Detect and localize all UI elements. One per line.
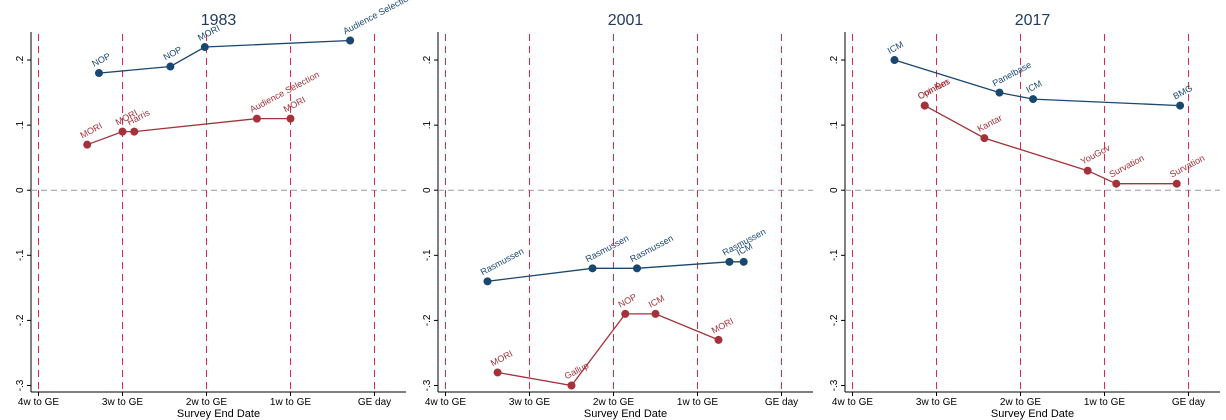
data-point-label: Audience Selection — [341, 0, 414, 36]
data-point — [1029, 95, 1038, 104]
data-point-label: MORI — [282, 95, 307, 115]
x-tick-label: 1w to GE — [270, 397, 311, 408]
data-point — [995, 88, 1004, 97]
x-tick-label: 4w to GE — [425, 397, 466, 408]
data-point — [166, 62, 175, 71]
data-point — [252, 114, 261, 123]
y-tick-label: -.2 — [15, 314, 26, 326]
data-point-label: MORI — [710, 316, 735, 336]
x-tick-label: 2w to GE — [1000, 397, 1041, 408]
x-axis-title: Survey End Date — [991, 408, 1074, 420]
x-axis-title: Survey End Date — [177, 408, 260, 420]
data-point — [621, 309, 630, 318]
y-tick-label: -.2 — [829, 314, 840, 326]
y-tick-label: .1 — [829, 121, 840, 130]
x-tick-label: 3w to GE — [916, 397, 957, 408]
data-point-label: Rasmussen — [628, 233, 675, 264]
panel-title: 2017 — [1015, 12, 1051, 29]
data-point — [1176, 101, 1185, 110]
series-line — [497, 313, 719, 387]
series-line — [924, 105, 1177, 185]
x-tick-label: 4w to GE — [832, 397, 873, 408]
y-tick-label: -.3 — [15, 379, 26, 391]
panel-title: 1983 — [201, 12, 237, 29]
data-point — [1172, 179, 1181, 188]
data-point — [130, 127, 139, 136]
y-tick-label: .2 — [15, 55, 26, 64]
data-point — [890, 56, 899, 65]
data-point — [567, 381, 576, 390]
data-point — [714, 335, 723, 344]
x-axis-title: Survey End Date — [584, 408, 667, 420]
data-point-label: ICM — [1024, 78, 1043, 95]
x-tick-label: 1w to GE — [1084, 397, 1125, 408]
data-point-label: ICM — [647, 293, 666, 310]
y-tick-label: -.1 — [422, 249, 433, 261]
data-point — [94, 69, 103, 78]
data-point — [725, 257, 734, 266]
y-tick-label: 0 — [829, 187, 840, 193]
data-point — [118, 127, 127, 136]
x-tick-label: GE day — [1172, 397, 1205, 408]
x-tick-label: 2w to GE — [593, 397, 634, 408]
y-tick-label: .2 — [422, 55, 433, 64]
data-point-label: Rasmussen — [584, 233, 631, 264]
data-point-label: NOP — [90, 51, 112, 69]
series-line — [894, 59, 1181, 107]
y-tick-label: -.3 — [829, 379, 840, 391]
data-point — [739, 257, 748, 266]
panel-title: 2001 — [608, 12, 644, 29]
data-point — [633, 264, 642, 273]
x-tick-label: 2w to GE — [186, 397, 227, 408]
data-point — [200, 43, 209, 52]
x-tick-label: GE day — [358, 397, 391, 408]
y-tick-label: 0 — [422, 187, 433, 193]
data-point-label: YouGov — [1079, 143, 1112, 167]
x-tick-label: 3w to GE — [102, 397, 143, 408]
y-tick-label: .2 — [829, 55, 840, 64]
data-point — [483, 277, 492, 286]
y-tick-label: .1 — [15, 121, 26, 130]
data-point — [83, 140, 92, 149]
data-point-label: Kantar — [976, 113, 1004, 134]
y-tick-label: -.1 — [15, 249, 26, 261]
data-point — [980, 134, 989, 143]
data-point — [588, 264, 597, 273]
data-point-label: NOP — [162, 44, 184, 62]
y-tick-label: -.3 — [422, 379, 433, 391]
data-point-label: ICM — [886, 39, 905, 56]
x-tick-label: 4w to GE — [18, 397, 59, 408]
data-point-label: Survation — [1168, 153, 1206, 180]
data-point-label: MORI — [78, 121, 103, 141]
data-point-label: Rasmussen — [479, 246, 526, 277]
series-line — [98, 39, 351, 74]
data-point — [1112, 179, 1121, 188]
data-point-label: ComRes — [916, 76, 952, 101]
x-tick-label: 1w to GE — [677, 397, 718, 408]
data-point — [346, 36, 355, 45]
series-line — [487, 261, 744, 282]
x-tick-label: GE day — [765, 397, 798, 408]
data-point — [286, 114, 295, 123]
data-point — [493, 368, 502, 377]
data-point — [651, 309, 660, 318]
data-point-label: NOP — [617, 292, 639, 310]
data-point-label: BMG — [1171, 83, 1194, 101]
y-tick-label: -.1 — [829, 249, 840, 261]
data-point — [920, 101, 929, 110]
data-point — [1083, 166, 1092, 175]
data-point-label: Survation — [1108, 153, 1146, 180]
y-tick-label: .1 — [422, 121, 433, 130]
data-point-label: MORI — [489, 348, 514, 368]
x-tick-label: 3w to GE — [509, 397, 550, 408]
y-tick-label: 0 — [15, 187, 26, 193]
y-tick-label: -.2 — [422, 314, 433, 326]
